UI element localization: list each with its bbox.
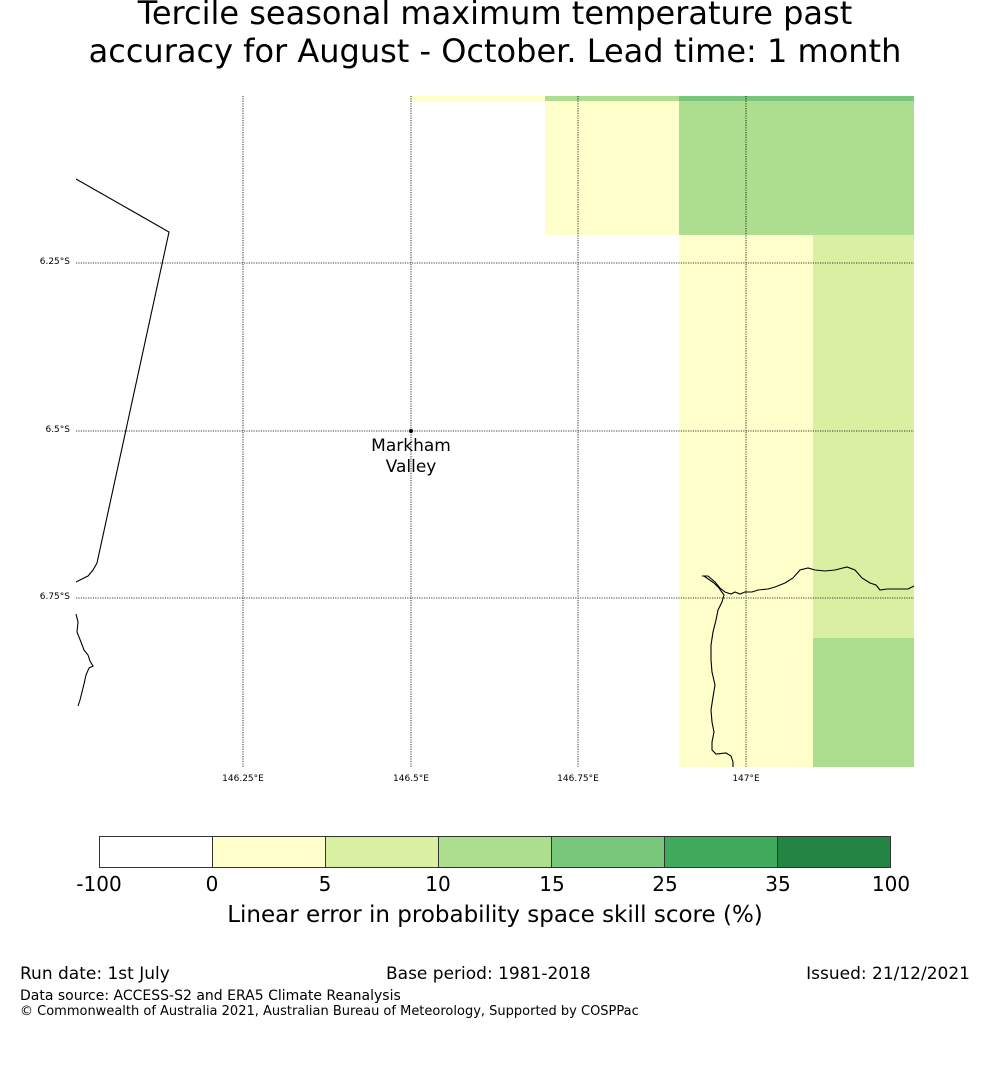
grid-cell [813, 235, 914, 638]
colorbar-tick: 15 [539, 872, 565, 896]
lon-label: 146.25°E [222, 774, 264, 784]
map-title: Tercile seasonal maximum temperature pas… [0, 0, 990, 70]
skill-map [75, 96, 915, 767]
colorbar-segment [665, 837, 778, 867]
lon-label: 146.75°E [557, 774, 599, 784]
location-marker [409, 429, 413, 433]
coastline-river [703, 575, 734, 767]
coastline-southwest [75, 613, 94, 707]
grid-cell [679, 96, 914, 102]
lon-label: 146.5°E [393, 774, 429, 784]
grid-cell [813, 638, 914, 767]
grid-cell [679, 235, 813, 767]
colorbar-tick: 5 [318, 872, 332, 896]
grid-cell [545, 101, 679, 235]
grid-cell [679, 101, 914, 235]
colorbar-segment [778, 837, 890, 867]
coastline-southeast [702, 566, 915, 595]
grid-cell [545, 96, 679, 102]
map-title-line1: Tercile seasonal maximum temperature pas… [137, 0, 853, 32]
colorbar-segment [552, 837, 665, 867]
colorbar-segment [100, 837, 213, 867]
place-label: Markham Valley [351, 436, 471, 478]
colorbar-tick: 10 [425, 872, 451, 896]
colorbar-label: Linear error in probability space skill … [227, 902, 763, 928]
graticule [76, 96, 914, 767]
grid-cell [411, 96, 545, 102]
lat-label: 6.75°S [39, 592, 70, 602]
place-name-line2: Valley [385, 457, 437, 477]
issued-date: Issued: 21/12/2021 [806, 964, 970, 984]
lon-label: 147°E [732, 774, 760, 784]
base-period: Base period: 1981-2018 [386, 964, 591, 984]
place-name-line1: Markham [371, 436, 451, 456]
colorbar [99, 836, 891, 868]
colorbar-segment [326, 837, 439, 867]
lat-label: 6.25°S [39, 257, 70, 267]
skill-grid [411, 96, 914, 767]
colorbar-segment [213, 837, 326, 867]
coastline [75, 178, 915, 767]
data-source: Data source: ACCESS-S2 and ERA5 Climate … [20, 988, 401, 1004]
colorbar-segment [439, 837, 552, 867]
coastline-west [75, 178, 170, 583]
colorbar-tick: -100 [76, 872, 122, 896]
map-title-line2: accuracy for August - October. Lead time… [88, 32, 902, 70]
run-date: Run date: 1st July [20, 964, 170, 984]
lat-label: 6.5°S [45, 425, 70, 435]
copyright: © Commonwealth of Australia 2021, Austra… [20, 1004, 639, 1019]
colorbar-tick: 100 [871, 872, 911, 896]
colorbar-tick: 0 [205, 872, 219, 896]
colorbar-tick: 25 [652, 872, 678, 896]
colorbar-tick: 35 [765, 872, 791, 896]
